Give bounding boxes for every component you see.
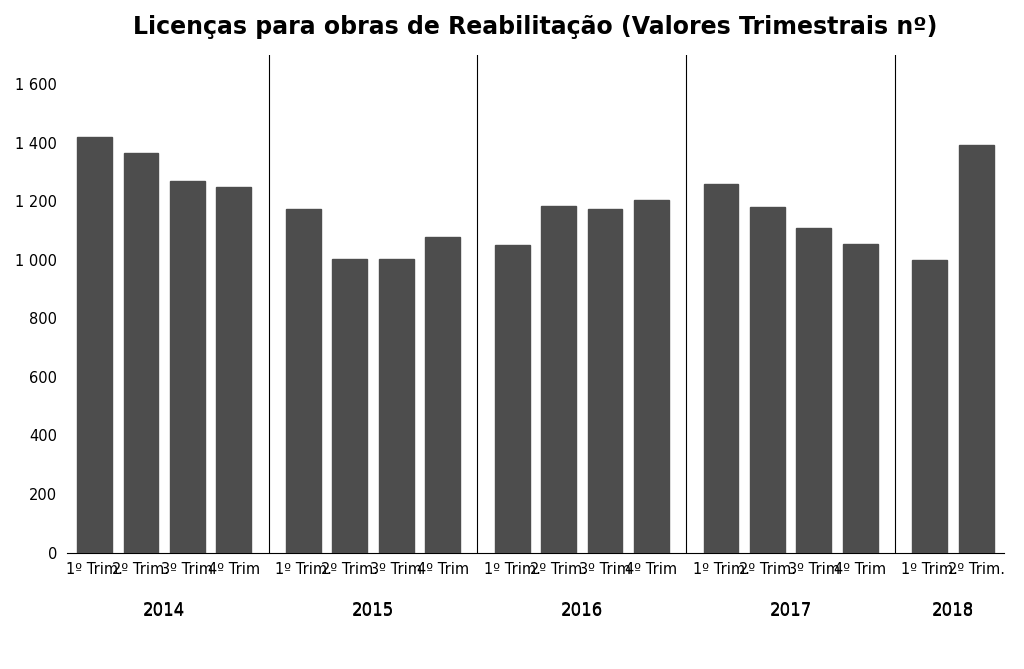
Text: 2017: 2017 [769,601,812,619]
Bar [912,260,947,553]
Text: 2016: 2016 [561,601,603,619]
Bar [703,184,738,553]
Bar [333,259,368,553]
Text: 2015: 2015 [352,601,394,619]
Bar [542,207,577,553]
Bar [797,227,831,553]
Bar [77,137,112,553]
Text: 2015: 2015 [352,602,394,620]
Title: Licenças para obras de Reabilitação (Valores Trimestrais nº): Licenças para obras de Reabilitação (Val… [133,15,938,39]
Text: 2016: 2016 [561,602,603,620]
Bar [379,259,414,553]
Text: 2018: 2018 [932,602,974,620]
Bar [495,245,529,553]
Bar [634,200,669,553]
Bar [216,187,251,553]
Text: 2017: 2017 [769,602,812,620]
Bar [286,209,321,553]
Bar [124,153,159,553]
Text: 2014: 2014 [143,602,185,620]
Bar [958,145,993,553]
Bar [843,244,878,553]
Bar [170,181,205,553]
Text: 2018: 2018 [932,601,974,619]
Bar [750,207,784,553]
Text: 2014: 2014 [143,601,185,619]
Bar [588,209,623,553]
Bar [425,237,460,553]
